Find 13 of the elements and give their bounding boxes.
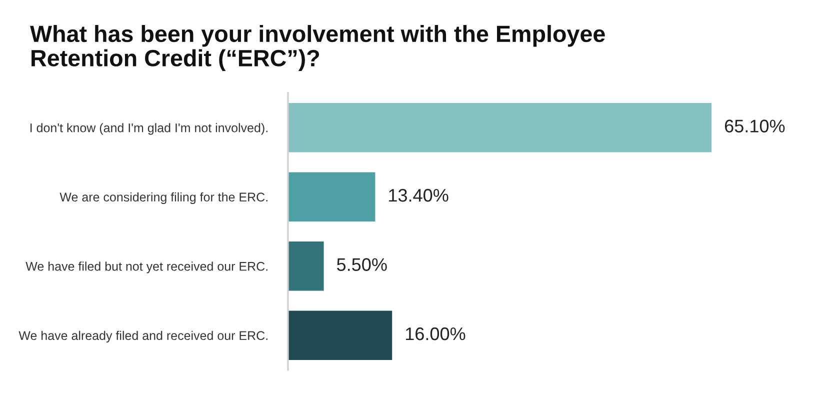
y-tick-label: I don't know (and I'm glad I'm not involved). [30,123,268,135]
y-tick-label: We are considering filing for the ERC. [60,192,268,204]
bar [288,310,392,360]
y-tick-label: We have filed but not yet received our ERC. [26,262,268,274]
data-label: 13.40% [389,188,448,202]
bar [288,103,712,152]
y-tick-label: We have already filed and received our ERC. [18,330,268,342]
data-label: 5.50% [337,258,387,271]
data-label: 65.10% [724,120,785,132]
data-label: 16.00% [406,327,466,340]
bar [288,172,376,222]
chart-title: What has been your involvement with the Employee Retention Credit (“ERC”)? [30,25,605,72]
bar [288,242,324,291]
